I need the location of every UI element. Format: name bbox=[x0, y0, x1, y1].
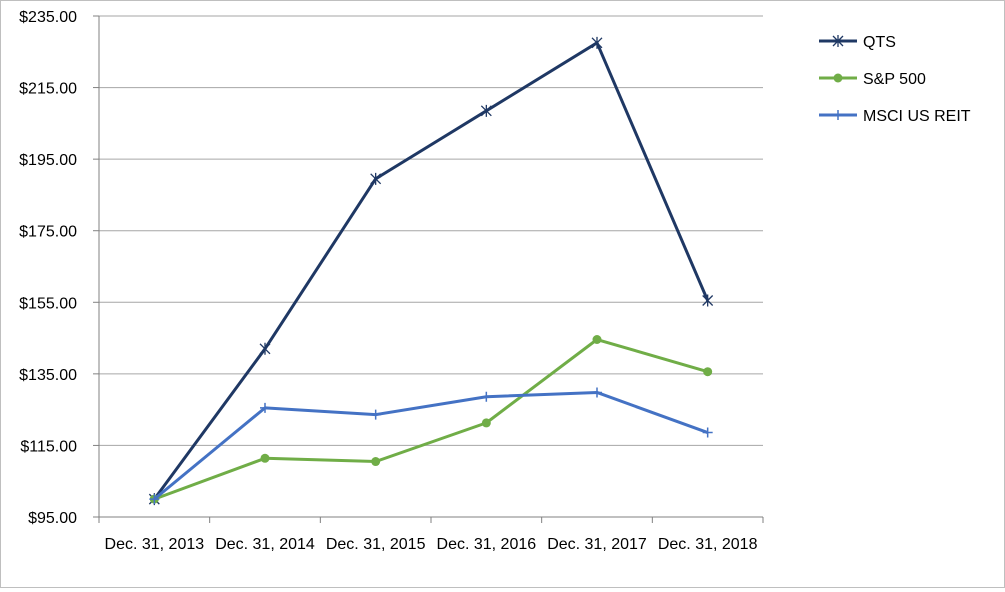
legend-entry: MSCI US REIT bbox=[819, 108, 971, 125]
x-tick-label: Dec. 31, 2014 bbox=[215, 536, 315, 553]
legend: QTS S&P 500 MSCI US REIT bbox=[819, 34, 971, 125]
x-tick-label: Dec. 31, 2018 bbox=[658, 536, 758, 553]
y-tick-label: $155.00 bbox=[19, 295, 77, 312]
x-tick-label: Dec. 31, 2017 bbox=[547, 536, 647, 553]
data-point bbox=[260, 453, 270, 463]
legend-label: S&P 500 bbox=[863, 71, 926, 88]
legend-label: MSCI US REIT bbox=[863, 108, 971, 125]
legend-marker bbox=[833, 110, 843, 120]
y-tick-label: $115.00 bbox=[20, 438, 77, 455]
data-point bbox=[703, 367, 713, 377]
series-qts bbox=[148, 36, 714, 506]
data-point bbox=[370, 409, 381, 420]
y-tick-label: $195.00 bbox=[19, 152, 77, 169]
y-tick-label: $235.00 bbox=[19, 9, 77, 26]
y-tick-labels: $95.00 $115.00 $135.00 $155.00 $175.00 $195.0… bbox=[19, 9, 77, 527]
series-group bbox=[148, 36, 714, 506]
data-point bbox=[481, 391, 492, 402]
data-point bbox=[260, 402, 270, 413]
data-point bbox=[259, 342, 271, 355]
y-tick-label: $135.00 bbox=[19, 367, 77, 384]
gridlines bbox=[99, 15, 763, 446]
x-tick-labels: Dec. 31, 2013 Dec. 31, 2014 Dec. 31, 2015 D… bbox=[105, 536, 758, 553]
data-point bbox=[702, 294, 714, 307]
x-tick-label: Dec. 31, 2013 bbox=[105, 536, 205, 553]
legend-entry: S&P 500 bbox=[819, 71, 926, 88]
data-point bbox=[149, 494, 160, 505]
y-tick-label: $215.00 bbox=[19, 81, 77, 98]
data-point bbox=[371, 457, 381, 467]
y-tick-label: $175.00 bbox=[19, 224, 77, 241]
legend-label: QTS bbox=[863, 34, 896, 51]
data-point bbox=[481, 418, 491, 428]
data-point bbox=[591, 36, 603, 49]
y-tick-label: $95.00 bbox=[28, 510, 77, 527]
x-tick-label: Dec. 31, 2016 bbox=[437, 536, 537, 553]
series-msci-us-reit bbox=[149, 387, 713, 505]
legend-marker bbox=[832, 35, 844, 47]
series-line bbox=[153, 41, 710, 500]
legend-marker bbox=[833, 73, 843, 83]
series-line bbox=[153, 338, 709, 501]
legend-entry: QTS bbox=[819, 34, 896, 51]
series-line bbox=[153, 390, 709, 501]
x-tick-label: Dec. 31, 2015 bbox=[326, 536, 426, 553]
data-point bbox=[370, 172, 382, 185]
data-point bbox=[592, 335, 602, 345]
data-point bbox=[702, 427, 713, 438]
axes bbox=[93, 15, 764, 523]
data-point bbox=[592, 387, 602, 398]
series-s-p-500 bbox=[149, 335, 713, 504]
data-point bbox=[480, 104, 492, 117]
